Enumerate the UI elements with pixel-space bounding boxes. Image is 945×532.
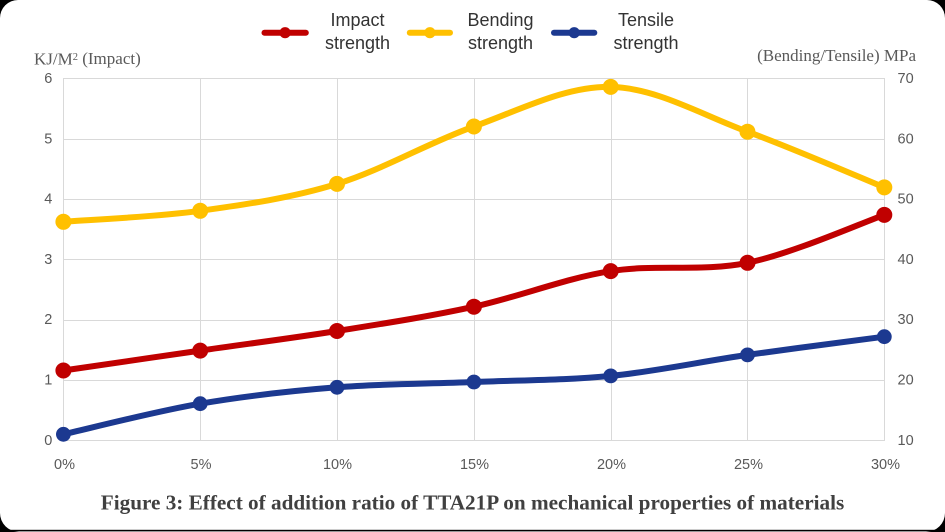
svg-text:10%: 10% [323,457,352,473]
svg-text:strength: strength [613,33,678,53]
svg-text:Bending: Bending [467,10,533,30]
svg-text:6: 6 [44,71,52,87]
svg-text:0%: 0% [54,457,75,473]
svg-text:30: 30 [898,312,914,328]
svg-text:5: 5 [44,131,52,147]
svg-text:60: 60 [898,131,914,147]
svg-text:KJ/M2 (Impact): KJ/M2 (Impact) [34,49,141,69]
svg-text:50: 50 [898,192,914,208]
svg-text:strength: strength [468,33,533,53]
svg-text:25%: 25% [734,457,763,473]
svg-text:strength: strength [325,33,390,53]
svg-text:1: 1 [44,373,52,389]
svg-text:Figure 3: Effect of addition r: Figure 3: Effect of addition ratio of TT… [101,491,844,515]
svg-text:4: 4 [44,192,52,208]
svg-text:70: 70 [898,71,914,87]
svg-text:20%: 20% [597,457,626,473]
svg-text:Tensile: Tensile [618,10,674,30]
svg-text:(Bending/Tensile) MPa: (Bending/Tensile) MPa [757,46,916,65]
svg-text:10: 10 [898,433,914,449]
svg-text:5%: 5% [191,457,212,473]
svg-text:30%: 30% [871,457,900,473]
svg-text:Impact: Impact [330,10,384,30]
svg-text:2: 2 [44,312,52,328]
svg-text:15%: 15% [460,457,489,473]
svg-text:3: 3 [44,252,52,268]
svg-text:0: 0 [44,433,52,449]
svg-text:40: 40 [898,252,914,268]
svg-text:20: 20 [898,373,914,389]
